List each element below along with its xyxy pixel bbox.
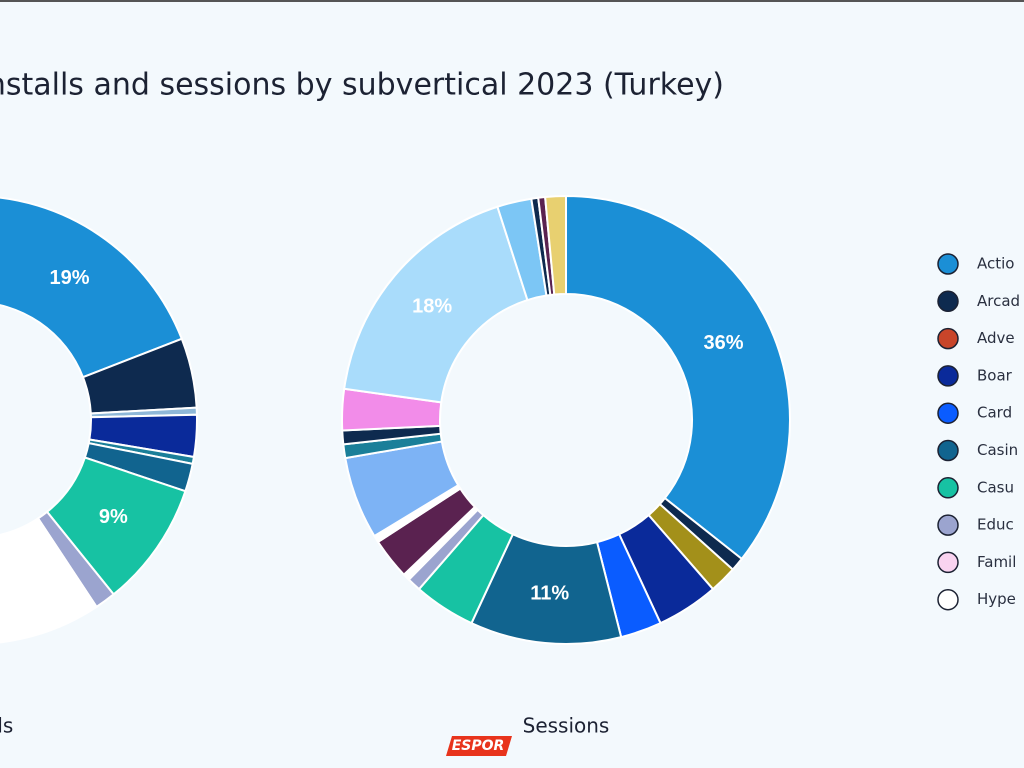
chart-title: Installs and sessions by subvertical 202… bbox=[0, 68, 724, 103]
legend-label: Hype bbox=[977, 590, 1016, 608]
legend-marker bbox=[937, 327, 959, 350]
watermark-text: ESPOR bbox=[452, 738, 505, 754]
legend-marker bbox=[937, 514, 959, 536]
donut-slice bbox=[0, 517, 98, 644]
legend-marker bbox=[937, 551, 959, 574]
legend-label: Casin bbox=[977, 441, 1018, 459]
legend-label: Educ bbox=[977, 516, 1014, 534]
legend-label: Actio bbox=[977, 255, 1014, 273]
legend-marker bbox=[937, 253, 959, 275]
legend-label: Arcad bbox=[977, 292, 1020, 310]
slice-label: 14% bbox=[0, 578, 17, 600]
donut-slice bbox=[343, 205, 529, 404]
slice-label: 18% bbox=[412, 296, 452, 318]
slice-label: 9% bbox=[99, 506, 128, 528]
slice-label: 11% bbox=[530, 583, 569, 605]
donut-slice bbox=[0, 196, 184, 379]
legend-marker bbox=[937, 439, 959, 462]
legend-marker bbox=[937, 365, 959, 387]
slice-label: 36% bbox=[703, 332, 743, 354]
watermark-badge bbox=[446, 736, 512, 756]
slice-label: 19% bbox=[50, 267, 90, 289]
legend-marker bbox=[937, 290, 959, 313]
donut-slice bbox=[544, 194, 567, 296]
legend-marker bbox=[937, 477, 959, 499]
donut-slice bbox=[565, 194, 791, 561]
legend-label: Boar bbox=[977, 366, 1013, 384]
top-border bbox=[0, 0, 1024, 2]
legend-marker bbox=[937, 402, 959, 424]
watermark: ESPOR bbox=[446, 736, 512, 756]
chart-label: Installs bbox=[0, 714, 13, 738]
legend-marker bbox=[937, 588, 959, 611]
legend-label: Famil bbox=[977, 553, 1016, 571]
legend-label: Card bbox=[977, 404, 1012, 422]
legend-label: Adve bbox=[977, 329, 1015, 347]
legend-label: Casu bbox=[977, 478, 1014, 496]
chart-label: Sessions bbox=[523, 714, 610, 738]
